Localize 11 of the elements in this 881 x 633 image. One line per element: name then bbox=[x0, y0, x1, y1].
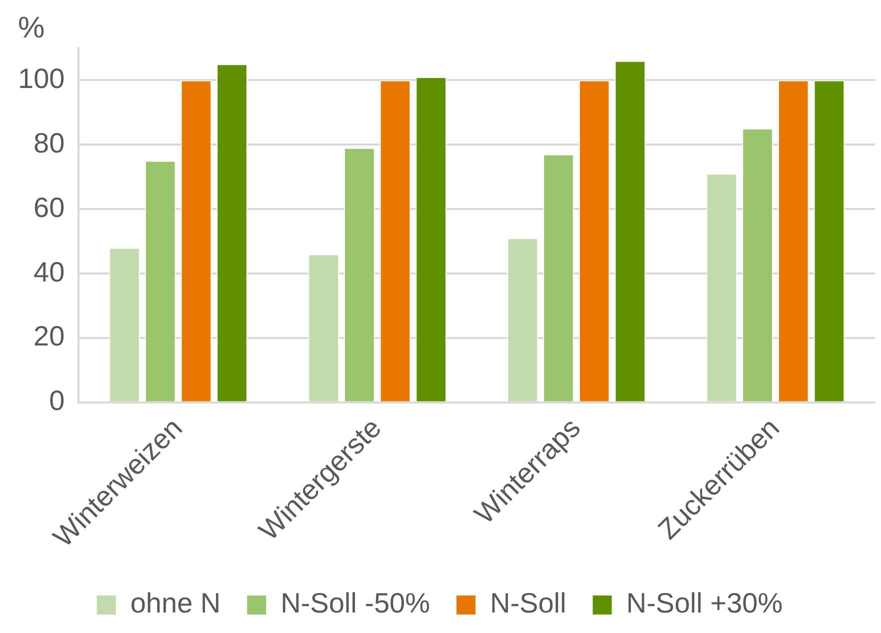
legend-label: N-Soll +30% bbox=[626, 588, 783, 619]
y-tick-label: 100 bbox=[18, 62, 65, 94]
legend-label: ohne N bbox=[130, 588, 221, 619]
legend-label: N-Soll -50% bbox=[280, 588, 430, 619]
y-axis-title: % bbox=[18, 11, 45, 44]
y-tick-label: 0 bbox=[49, 385, 65, 416]
y-tick-label: 40 bbox=[34, 256, 65, 288]
y-tick-label: 60 bbox=[34, 192, 65, 223]
legend-label: N-Soll bbox=[490, 588, 566, 619]
y-tick-label: 20 bbox=[34, 320, 65, 352]
y-tick-label: 80 bbox=[34, 127, 65, 158]
